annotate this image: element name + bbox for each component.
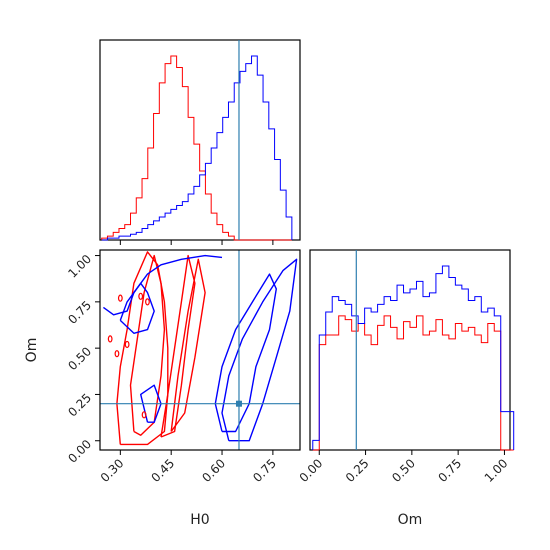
red-point [138,292,144,300]
h0-hist-blue [101,55,293,241]
om-hist-red [312,315,514,451]
h0-histogram-ticks [119,240,274,245]
red-contour [160,254,196,438]
h0-histogram-frame [99,39,301,241]
red-point [145,298,150,306]
om-hist-blue [312,265,515,450]
red-point [124,340,130,349]
blue-contour [102,254,223,316]
contour-frame [99,249,301,451]
h0-axis-label: H0 [190,512,209,528]
blue-contour [214,273,277,433]
red-point [117,294,123,302]
red-contour [116,251,169,446]
om-histogram-series [312,250,515,451]
h0-histogram-panel [99,39,301,245]
blue-contour [221,258,298,442]
blue-contour [140,384,162,423]
red-contour [129,254,166,436]
om-histogram-frame [309,249,511,451]
red-point [107,335,113,343]
blue-contour [119,282,155,334]
red-point [114,350,120,358]
contour-series [100,250,300,450]
om-axis-label: Om [24,338,40,363]
h0-histogram-series [101,40,293,241]
h0-hist-red [101,55,292,241]
om-x-axis-label: Om [398,512,423,528]
red-point [141,411,147,419]
truth-marker [235,400,242,407]
